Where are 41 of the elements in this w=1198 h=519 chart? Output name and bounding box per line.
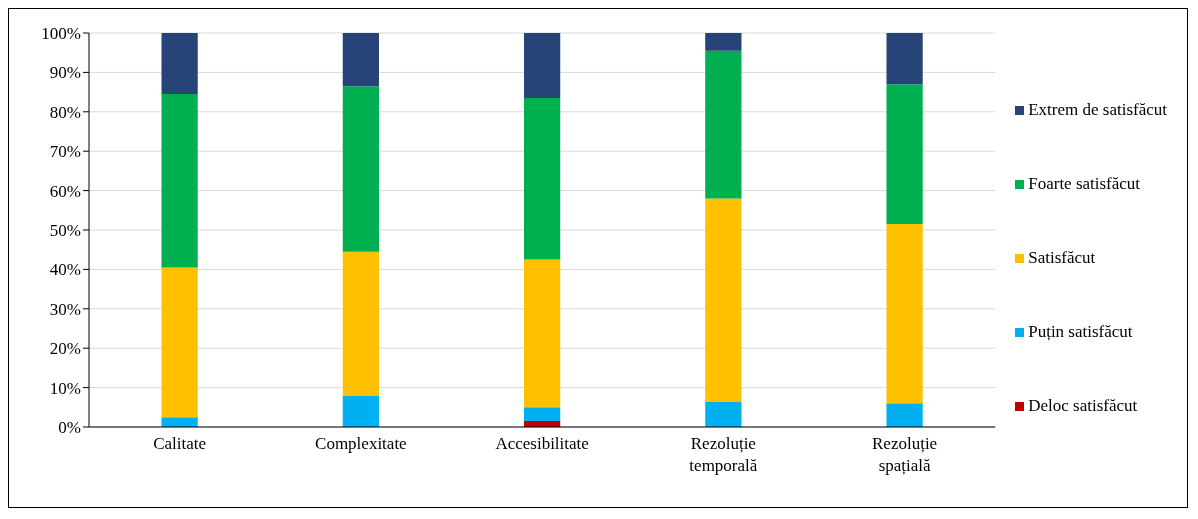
y-tick-label: 30% — [49, 299, 81, 319]
legend-label: Puțin satisfăcut — [1028, 322, 1133, 342]
y-tick-label: 0% — [58, 418, 81, 438]
x-tick-label: Rezoluție temporală — [689, 434, 758, 475]
bar — [342, 86, 379, 252]
bar — [161, 417, 198, 427]
bar — [161, 33, 198, 95]
bar — [523, 33, 561, 99]
bar — [705, 33, 742, 51]
x-tick-label: Rezoluție spațială — [872, 434, 938, 475]
y-tick-label: 50% — [49, 221, 81, 241]
bar — [705, 401, 742, 427]
bar — [886, 403, 923, 427]
bar — [886, 224, 923, 404]
bar — [705, 50, 742, 199]
x-tick-label: Complexitate — [315, 434, 407, 453]
y-tick-label: 70% — [49, 142, 81, 162]
bar — [886, 84, 923, 225]
bar — [161, 267, 198, 418]
bar — [705, 198, 742, 402]
legend-label: Satisfăcut — [1028, 248, 1096, 268]
legend-label: Foarte satisfăcut — [1028, 174, 1141, 194]
y-tick-label: 40% — [49, 260, 81, 280]
y-tick-label: 90% — [49, 63, 81, 83]
y-tick-label: 60% — [49, 181, 81, 201]
bar — [523, 407, 561, 422]
y-tick-label: 100% — [41, 24, 81, 44]
y-tick-label: 20% — [49, 339, 81, 359]
legend-label: Deloc satisfăcut — [1028, 396, 1138, 416]
legend-label: Extrem de satisfăcut — [1028, 100, 1167, 120]
bar — [886, 33, 923, 85]
y-tick-label: 80% — [49, 102, 81, 122]
bar — [523, 98, 561, 260]
x-tick-label: Accesibilitate — [495, 434, 589, 453]
bar — [161, 94, 198, 268]
x-tick-label: Calitate — [153, 434, 207, 453]
bar — [342, 251, 379, 396]
y-tick-label: 10% — [49, 378, 81, 398]
bar — [523, 259, 561, 408]
bar — [342, 33, 379, 87]
bar — [342, 395, 379, 427]
